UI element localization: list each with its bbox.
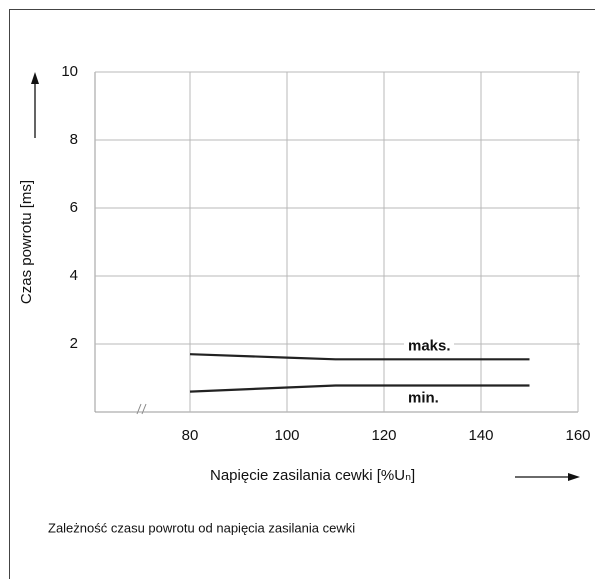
y-axis-label: Czas powrotu [ms] <box>18 180 35 304</box>
series-line <box>189 353 530 361</box>
series-line <box>189 384 530 393</box>
label-bg <box>404 337 454 356</box>
y-tick-label: 4 <box>70 267 78 284</box>
y-arrow-head <box>31 72 39 84</box>
series-label: maks. <box>408 337 451 354</box>
y-tick-label: 6 <box>70 199 78 216</box>
x-tick-label: 160 <box>565 427 590 444</box>
caption: Zależność czasu powrotu od napięcia zasi… <box>48 520 355 535</box>
x-tick-label: 120 <box>371 427 396 444</box>
y-tick-label: 8 <box>70 131 78 148</box>
y-tick-label: 2 <box>70 335 78 352</box>
x-tick-label: 100 <box>274 427 299 444</box>
y-tick-label: 10 <box>61 63 78 80</box>
x-tick-label: 140 <box>468 427 493 444</box>
x-axis-label: Napięcie zasilania cewki [%Uₙ] <box>210 467 415 484</box>
x-tick-label: 80 <box>182 427 199 444</box>
x-arrow-head <box>568 473 580 481</box>
frame <box>9 9 595 579</box>
label-bg <box>404 389 454 408</box>
series-label: min. <box>408 389 439 406</box>
